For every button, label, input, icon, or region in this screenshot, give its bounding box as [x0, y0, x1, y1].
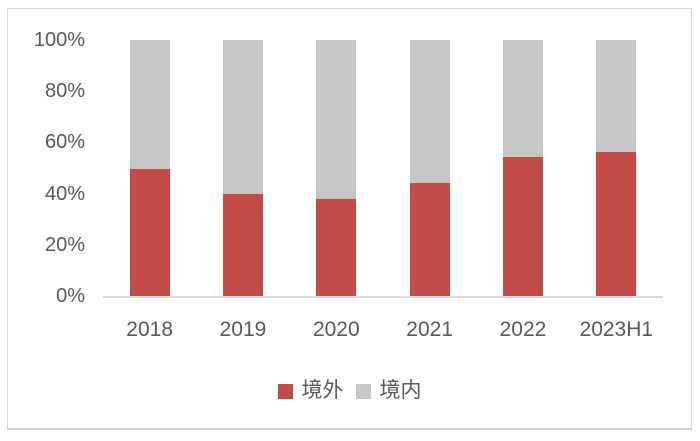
x-tick-label: 2020: [312, 318, 360, 341]
bar-segment-境内: [502, 40, 543, 158]
bar-segment-境外: [502, 157, 543, 297]
bar-slot-2022: [476, 40, 569, 297]
bar-segment-境内: [409, 40, 450, 183]
stacked-bar-2021: [409, 40, 450, 297]
y-tick-label: 40%: [44, 182, 85, 205]
bar-segment-境内: [129, 40, 170, 169]
legend-item-境内: 境内: [355, 379, 422, 403]
x-tick-label: 2018: [126, 318, 174, 341]
stacked-bar-2023H1: [596, 40, 637, 297]
bar-segment-境外: [596, 152, 637, 297]
y-tick-label: 20%: [44, 233, 85, 256]
legend-label: 境内: [379, 379, 422, 402]
x-axis-line: [103, 296, 663, 298]
x-axis-labels: 2018 2019 2020 2021 2022 2023H1: [103, 316, 663, 344]
stacked-bar-2019: [222, 40, 263, 297]
bar-segment-境内: [222, 40, 263, 195]
x-tick-label: 2019: [219, 318, 267, 341]
legend-item-境外: 境外: [277, 379, 344, 403]
legend-swatch-icon: [355, 383, 371, 399]
bar-slot-2018: [103, 40, 196, 297]
y-tick-label: 0%: [56, 285, 85, 307]
y-tick-label: 80%: [44, 80, 85, 103]
bar-segment-境外: [222, 194, 263, 297]
bar-segment-境外: [316, 199, 357, 297]
bar-slot-2019: [196, 40, 289, 297]
stacked-bar-2020: [316, 40, 357, 297]
bar-slot-2023H1: [570, 40, 663, 297]
x-tick-label: 2021: [406, 318, 453, 341]
bar-slot-2020: [290, 40, 383, 297]
y-tick-label: 60%: [44, 131, 85, 154]
bar-segment-境内: [596, 40, 637, 153]
y-axis: 100% 80% 60% 40% 20% 0%: [0, 0, 100, 320]
stacked-bar-2022: [502, 40, 543, 297]
x-tick-label: 2022: [499, 318, 547, 341]
legend-label: 境外: [301, 379, 344, 402]
legend: 境外 境内: [7, 376, 692, 406]
bar-segment-境外: [409, 182, 450, 297]
legend-swatch-icon: [277, 383, 293, 399]
y-tick-label: 100%: [33, 29, 85, 51]
bar-segment-境内: [316, 40, 357, 200]
x-tick-label: 2023H1: [579, 318, 654, 341]
bar-slot-2021: [383, 40, 476, 297]
plot-area: [103, 40, 663, 297]
stacked-bar-2018: [129, 40, 170, 297]
bar-segment-境外: [129, 168, 170, 297]
